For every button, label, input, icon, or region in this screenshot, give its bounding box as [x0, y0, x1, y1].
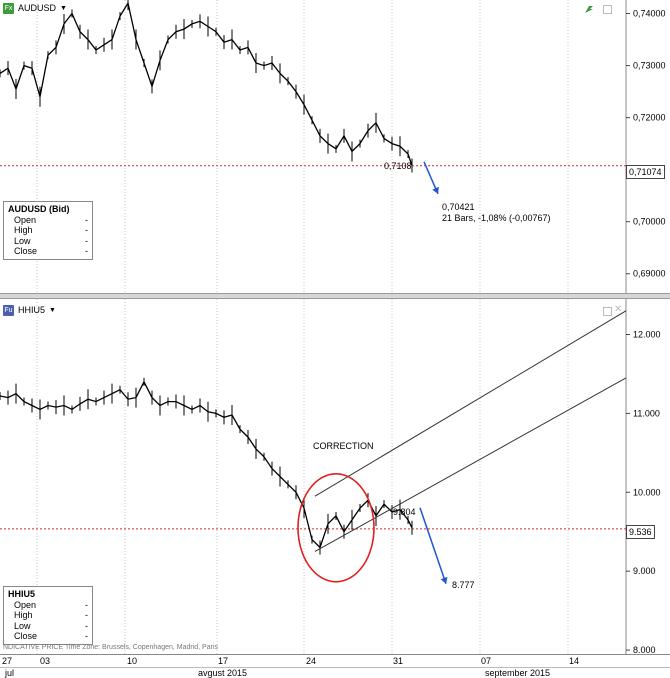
audusd-chart: 0,740000,730000,720000,710000,700000,690… [0, 0, 666, 293]
ohlc-title: HHIU5 [8, 589, 36, 599]
y-tick-label: 0,73000 [633, 61, 666, 71]
y-tick-label: 12.000 [633, 330, 661, 340]
hhiu5-panel: 12.000 11.000 10.000 9.000 8.000 Fu HHIU5 ▼ … [0, 299, 670, 654]
audusd-target-label: 0,70421 [442, 202, 475, 212]
day-tick-label: 07 [481, 656, 492, 666]
hhiu5-target-label: 8.777 [452, 580, 475, 590]
ohlc-row-close: Close - [14, 631, 88, 641]
ohlc-row-low: Low - [14, 235, 88, 246]
audusd-header[interactable]: Fx AUDUSD ▼ [0, 0, 67, 16]
fu-icon: Fu [3, 304, 14, 316]
audusd-symbol: AUDUSD [18, 3, 57, 13]
day-tick-label: 27 [2, 656, 13, 666]
day-tick-label: 24 [306, 656, 317, 666]
y-tick-label: 8.000 [633, 645, 656, 654]
audusd-stats-label: 21 Bars, -1,08% (-0,00767) [442, 213, 551, 223]
close-icon[interactable]: ✕ [614, 304, 623, 315]
y-tick-label: 0,69000 [633, 269, 666, 279]
ohlc-row-high: High - [14, 225, 88, 235]
audusd-projection-arrow-head [432, 186, 439, 194]
ohlc-row-high: High - [14, 610, 88, 620]
day-tick-label: 10 [127, 656, 138, 666]
month-row: jul avgust 2015 september 2015 [0, 667, 670, 678]
ohlc-row-open: Open - [14, 214, 88, 225]
day-tick-label: 14 [569, 656, 580, 666]
panel-window-icon[interactable] [603, 307, 612, 316]
hhiu5-price-tag: 9.536 [626, 525, 655, 539]
audusd-ohlc-box: AUDUSD (Bid) Open - High - Low - Close - [3, 201, 93, 260]
ohlc-row-low: Low - [14, 620, 88, 631]
hhiu5-marker-label: 9.804 [393, 507, 416, 517]
channel-line-lower [314, 377, 627, 552]
day-tick-label: 17 [218, 656, 229, 666]
correction-label: CORRECTION [313, 441, 374, 451]
y-tick-label: 10.000 [633, 487, 661, 497]
hhiu5-chart: 12.000 11.000 10.000 9.000 8.000 [0, 299, 661, 654]
channel-line-upper [314, 310, 627, 497]
audusd-price-tag: 0,71074 [626, 165, 665, 179]
hhiu5-symbol: HHIU5 [18, 305, 46, 315]
audusd-panel: 0,740000,730000,720000,710000,700000,690… [0, 0, 670, 293]
panel-divider[interactable] [0, 293, 670, 299]
time-zone-info: NDICATIVE PRICE Time Zone: Brussels, Cop… [3, 644, 219, 651]
y-tick-label: 0,74000 [633, 9, 666, 19]
month-label: jul [5, 668, 15, 678]
ohlc-row-open: Open - [14, 599, 88, 610]
hhiu5-projection-arrow [419, 507, 447, 585]
hhiu5-ohlc-box: HHIU5 Open - High - Low - Close - [3, 586, 93, 645]
chevron-down-icon[interactable]: ▼ [49, 306, 56, 314]
y-tick-label: 0,70000 [633, 217, 666, 227]
panel-window-icon[interactable] [603, 5, 612, 14]
hhiu5-header[interactable]: Fu HHIU5 ▼ [0, 302, 56, 318]
hhiu5-projection-arrow-head [440, 576, 448, 584]
correction-circle [297, 472, 375, 583]
price-series-line [0, 380, 413, 549]
audusd-marker-label: 0,7108 [384, 161, 412, 171]
ohlc-row-close: Close - [14, 246, 88, 256]
y-tick-label: 9.000 [633, 566, 656, 576]
ohlc-title: AUDUSD (Bid) [8, 204, 70, 214]
price-series-line [0, 1, 413, 166]
month-label: avgust 2015 [198, 668, 248, 678]
day-tick-label: 31 [393, 656, 404, 666]
time-axis: 27 03 10 17 24 31 07 14 jul avgust 2015 septemb… [0, 654, 670, 678]
fx-icon: Fx [3, 2, 14, 14]
y-tick-label: 0,72000 [633, 113, 666, 123]
day-tick-label: 03 [40, 656, 51, 666]
y-tick-label: 11.000 [633, 408, 660, 418]
chevron-down-icon[interactable]: ▼ [60, 4, 67, 12]
green-flag-icon[interactable] [584, 4, 594, 14]
month-label: september 2015 [485, 668, 551, 678]
